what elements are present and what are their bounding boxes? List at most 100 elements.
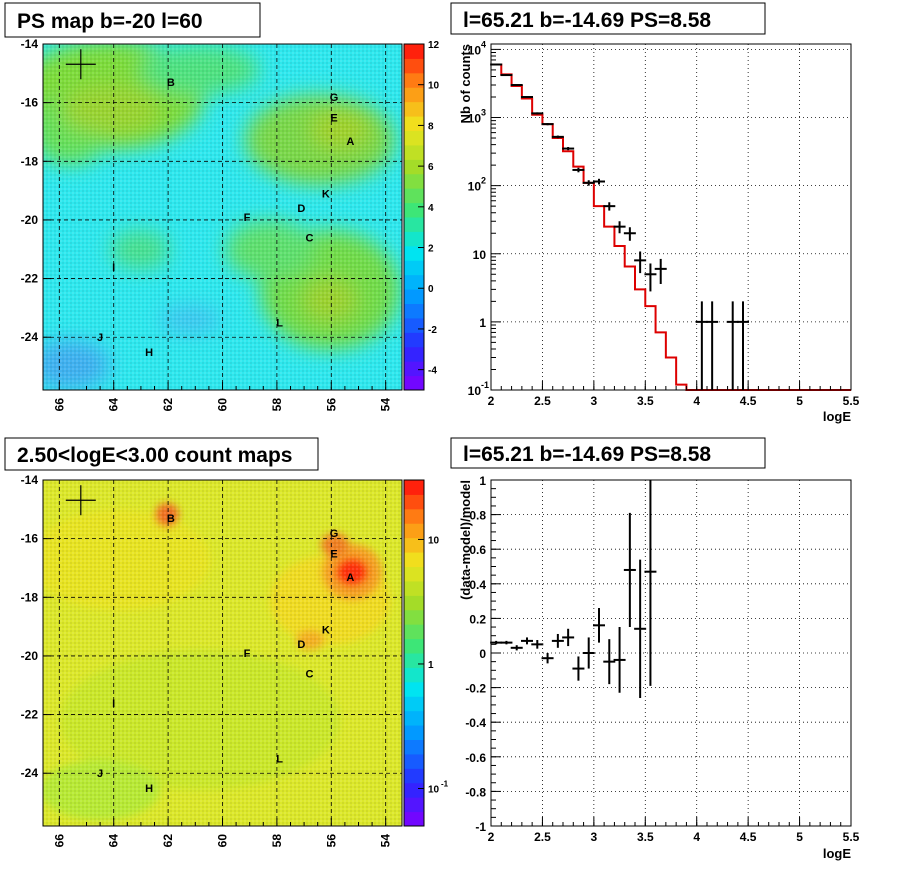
colorbar-step [404, 552, 424, 567]
source-label-e: E [330, 548, 337, 560]
y-tick-label: -24 [21, 766, 39, 780]
source-label-c: C [306, 669, 314, 681]
source-label-d: D [297, 203, 305, 215]
colorbar-step [404, 58, 424, 74]
residual-point [510, 645, 523, 651]
y-tick-label: 10 [473, 248, 487, 262]
residual-xlabel: logE [823, 846, 851, 861]
spectrum-title: l=65.21 b=-14.69 PS=8.58 [463, 9, 711, 32]
y-tick-label: -16 [21, 96, 39, 110]
colorbar-step [404, 144, 424, 160]
source-label-b: B [167, 77, 175, 89]
source-label-k: K [322, 625, 330, 637]
colorbar-step [404, 725, 424, 740]
y-tick-label: -1 [475, 820, 486, 834]
x-tick-label: 62 [161, 834, 175, 848]
x-tick-label: 4 [693, 830, 700, 844]
x-tick-label: 5 [796, 830, 803, 844]
y-tick-exponent: 3 [481, 108, 486, 118]
colorbar-step [404, 87, 424, 103]
source-label-e: E [330, 112, 337, 124]
data-point [582, 180, 595, 186]
colorbar-step [404, 667, 424, 683]
residual-point [521, 637, 533, 645]
colorbar-tick-label: 8 [428, 121, 434, 132]
data-point [706, 301, 719, 390]
source-label-g: G [330, 92, 339, 104]
y-tick-label: 0.8 [469, 509, 486, 523]
ps-map-panel: PS map b=-20 l=60 [4, 2, 440, 411]
x-tick-label: 5.5 [843, 394, 860, 408]
colorbar-tick-exponent: -1 [441, 780, 449, 789]
colorbar-tick-label: 10 [428, 535, 440, 546]
residual-point [634, 559, 647, 698]
ps-map-axes: 66 64 62 60 58 56 54 -14 -16 -18 -20 -22 -24 [21, 37, 393, 411]
data-point [510, 84, 523, 87]
colorbar-step [404, 653, 424, 668]
source-label-b: B [167, 513, 175, 525]
colorbar-step [404, 72, 424, 88]
ps-map-grid [43, 43, 402, 390]
y-tick-label: -24 [21, 330, 39, 344]
y-tick-label: 0 [479, 647, 486, 661]
colorbar-tick-label: 10 [428, 81, 440, 92]
count-map-title: 2.50<logE<3.00 count maps [17, 444, 292, 467]
colorbar-step [404, 274, 424, 290]
spectrum-xlabel: logE [823, 409, 851, 424]
x-tick-label: 4 [693, 394, 700, 408]
residual-ylabel: (data-model)/model [458, 480, 473, 600]
x-tick-label: 4.5 [740, 394, 757, 408]
x-tick-label: 56 [324, 834, 338, 848]
x-tick-label: 64 [107, 398, 121, 412]
y-tick-exponent: 2 [481, 176, 486, 186]
colorbar-step [404, 609, 424, 625]
source-label-f: F [244, 648, 251, 660]
colorbar-tick-label: 6 [428, 162, 434, 173]
colorbar-step [404, 768, 424, 784]
y-tick-label: -22 [21, 272, 39, 286]
colorbar-step [404, 566, 424, 582]
x-tick-label: 58 [270, 398, 284, 412]
residual-point [603, 639, 616, 685]
data-point [623, 227, 636, 241]
source-label-l: L [276, 318, 283, 330]
x-tick-label: 2 [488, 830, 495, 844]
ps-map-title-box [4, 2, 261, 38]
x-tick-label: 54 [379, 398, 393, 412]
source-label-a: A [346, 572, 354, 584]
x-tick-label: 60 [216, 398, 230, 412]
residual-data [490, 480, 657, 698]
colorbar-step [404, 811, 424, 827]
residual-point [582, 637, 595, 669]
colorbar-tick-label: 1 [428, 660, 434, 671]
colorbar-step [404, 753, 424, 769]
y-tick-label: -16 [21, 532, 39, 546]
y-tick-label: 0.2 [469, 612, 486, 626]
source-label-l: L [276, 754, 283, 766]
y-tick-label: -0.6 [465, 751, 486, 765]
x-tick-label: 4.5 [740, 830, 757, 844]
data-point [726, 301, 739, 390]
colorbar-step [404, 202, 424, 218]
x-tick-label: 2.5 [534, 394, 551, 408]
source-label-c: C [306, 233, 314, 245]
colorbar-step [404, 260, 424, 276]
data-point [644, 263, 657, 292]
data-point [500, 74, 513, 77]
y-tick-label: -20 [21, 649, 39, 663]
residual-point [551, 633, 564, 648]
colorbar-step [404, 101, 424, 117]
ps-map-colorbar: 12 10 8 6 4 2 0 -2 -4 [403, 40, 440, 391]
y-tick-label: 0.4 [469, 578, 486, 592]
x-tick-label: 5 [796, 394, 803, 408]
colorbar-step [404, 595, 424, 611]
colorbar-step [404, 508, 424, 524]
ps-map-sources: B GEA K D F C I L J H [97, 77, 354, 359]
spectrum-data [490, 63, 851, 391]
colorbar-step [404, 159, 424, 175]
x-tick-label: 3.5 [637, 394, 654, 408]
residual-point [531, 640, 544, 649]
x-tick-label: 60 [216, 834, 230, 848]
colorbar-step [404, 231, 424, 247]
